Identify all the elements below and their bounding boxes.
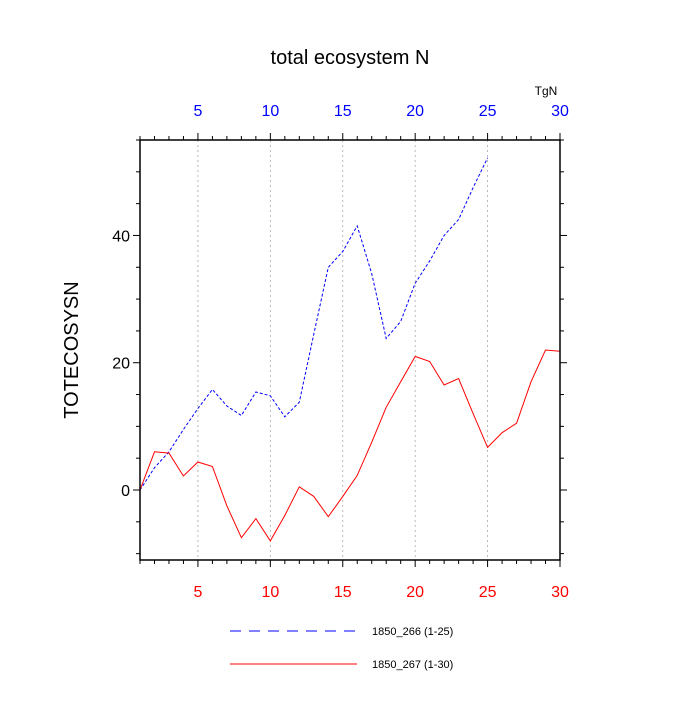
series-layer [139,157,561,542]
y-tick-label: 40 [112,228,130,245]
top-tick-label: 30 [551,103,569,120]
y-tick-label: 20 [112,356,130,373]
bottom-tick-label: 15 [334,584,352,601]
grid-lines [197,140,488,560]
plot-frame [139,139,561,561]
tick-labels: 0 20 40 5 10 15 20 25 30 5 10 15 20 25 30 [112,103,569,601]
top-tick-label: 5 [193,103,202,120]
series-line-0 [139,157,489,491]
top-tick-label: 15 [334,103,352,120]
bottom-tick-label: 5 [193,584,202,601]
top-tick-label: 25 [479,103,497,120]
y-axis-label: TOTECOSYSN [61,281,83,418]
legend-label-1: 1850_267 (1-30) [372,659,453,671]
legend: 1850_266 (1-25) 1850_267 (1-30) [230,626,453,671]
series-line-1 [139,349,561,542]
bottom-tick-label: 10 [261,584,279,601]
bottom-tick-label: 25 [479,584,497,601]
top-axis-unit-label: TgN [535,84,558,98]
bottom-tick-label: 30 [551,584,569,601]
top-tick-label: 20 [406,103,424,120]
legend-label-0: 1850_266 (1-25) [372,626,453,638]
chart-title: total ecosystem N [271,47,430,69]
top-tick-label: 10 [261,103,279,120]
bottom-tick-label: 20 [406,584,424,601]
y-tick-label: 0 [121,483,130,500]
